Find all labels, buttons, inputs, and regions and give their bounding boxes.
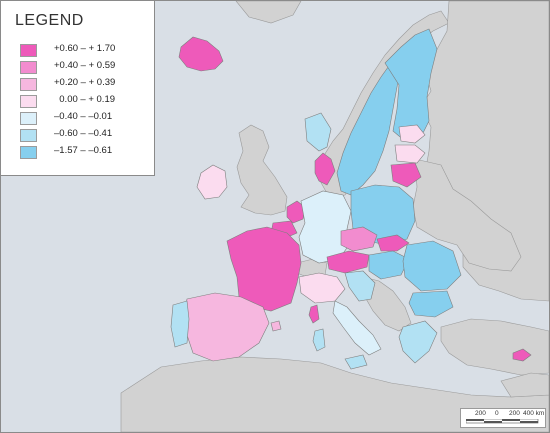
land-greenland [235, 1, 302, 24]
region-latvia [394, 144, 426, 164]
region-denmark [314, 152, 336, 186]
region-bulgaria [408, 290, 454, 318]
legend-label: –0.60 – –0.41 [54, 128, 113, 139]
region-slovenia-croatia [344, 270, 376, 302]
legend-label: –1.57 – –0.61 [54, 145, 113, 156]
legend-swatch [20, 61, 37, 74]
land-uk [236, 124, 288, 216]
legend-swatch [20, 112, 37, 125]
region-sicily [344, 354, 368, 370]
legend-title: LEGEND [15, 12, 84, 29]
legend-swatch [20, 95, 37, 108]
legend-label: –0.40 – –0.01 [54, 111, 113, 122]
region-france [226, 226, 302, 312]
region-greece [398, 320, 438, 364]
data-regions [170, 28, 532, 370]
region-lithuania [390, 162, 422, 188]
region-germany [298, 190, 352, 264]
region-ireland [196, 164, 228, 200]
region-corsica [308, 304, 320, 324]
scale-label: 200 [509, 410, 520, 417]
legend-swatch [20, 78, 37, 91]
region-portugal [170, 300, 190, 348]
legend: LEGEND +0.60 – + 1.70 +0.40 – + 0.59 +0.… [1, 1, 155, 176]
land-middle-east [500, 372, 549, 398]
legend-label: +0.40 – + 0.59 [54, 60, 116, 71]
region-austria [326, 250, 370, 274]
scale-ruler [466, 419, 539, 424]
scale-label: 400 km [523, 410, 545, 417]
scale-label: 200 [475, 410, 486, 417]
region-finland [384, 28, 438, 142]
region-slovakia [376, 234, 410, 252]
region-romania [402, 240, 462, 292]
region-norway-south [304, 112, 332, 152]
legend-swatch [20, 44, 37, 57]
region-sardinia [312, 328, 326, 352]
region-estonia [398, 124, 426, 144]
region-netherlands [286, 200, 306, 224]
region-cyprus [512, 348, 532, 362]
region-czech [340, 226, 378, 252]
legend-label: +0.60 – + 1.70 [54, 43, 116, 54]
region-baleares [270, 320, 282, 332]
region-iceland [178, 36, 224, 72]
region-hungary [368, 250, 410, 280]
legend-label: 0.00 – + 0.19 [54, 94, 116, 105]
legend-swatch [20, 129, 37, 142]
region-italy-north [298, 272, 346, 304]
legend-swatch [20, 146, 37, 159]
scale-label: 0 [495, 410, 499, 417]
land-belarus-ukraine [412, 158, 522, 272]
region-italy-south [332, 300, 382, 356]
scale-bar: 200 0 200 400 km [460, 408, 546, 428]
legend-label: +0.20 – + 0.39 [54, 77, 116, 88]
